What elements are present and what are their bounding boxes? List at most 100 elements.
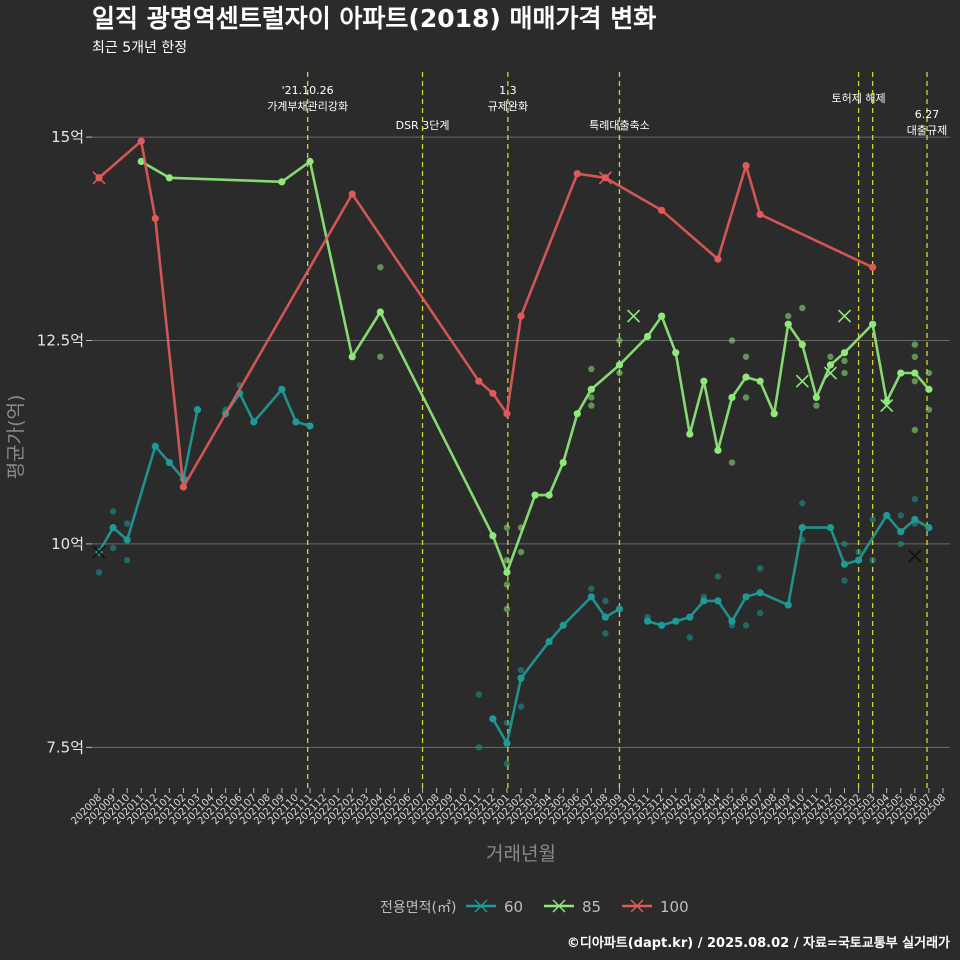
cancelled-marker-85: [837, 309, 852, 323]
cancelled-marker-85: [795, 374, 809, 388]
data-point-60: [855, 548, 862, 556]
mean-point-85: [615, 361, 624, 369]
data-point-85: [517, 548, 525, 556]
data-point-85: [503, 581, 511, 588]
series-line-85: [140, 160, 930, 574]
mean-point-60: [250, 418, 258, 426]
mean-point-85: [559, 458, 567, 467]
mean-point-100: [179, 483, 188, 491]
mean-point-100: [503, 410, 511, 418]
event-label: '21.10.26: [282, 84, 334, 97]
mean-point-60: [826, 524, 835, 532]
mean-point-100: [869, 263, 877, 271]
x-axis: 2020082020092020102020112020122021012021…: [69, 788, 948, 827]
data-point-60: [742, 622, 750, 629]
data-point-60: [841, 577, 848, 584]
mean-point-60: [686, 613, 694, 621]
event-label: 토허제 해제: [832, 91, 886, 105]
y-tick-label: 12.5억: [37, 332, 84, 350]
y-axis-title: 평균가(억): [5, 395, 27, 480]
mean-point-60: [742, 593, 750, 601]
series-line-60: [491, 595, 621, 745]
event-label: 대출규제: [907, 124, 947, 137]
cancelled-marker-85: [626, 309, 641, 323]
mean-point-85: [826, 361, 835, 369]
cancelled-marker-85: [880, 399, 894, 413]
mean-point-60: [489, 715, 497, 723]
y-tick-label: 7.5억: [46, 738, 84, 756]
data-point-60: [95, 569, 103, 576]
mean-point-85: [489, 532, 497, 540]
mean-point-100: [151, 214, 159, 223]
mean-point-60: [728, 617, 736, 625]
mean-point-85: [742, 373, 750, 381]
mean-point-60: [517, 674, 525, 682]
data-point-85: [911, 341, 919, 348]
mean-point-100: [489, 389, 497, 397]
data-point-60: [517, 703, 525, 710]
data-point-60: [503, 760, 511, 767]
mean-point-60: [784, 601, 792, 609]
data-point-60: [109, 508, 117, 515]
data-point-60: [869, 516, 876, 523]
mean-point-100: [475, 377, 483, 385]
mean-point-85: [503, 568, 511, 576]
data-point-85: [841, 357, 848, 365]
chart-subtitle: 최근 5개년 한정: [92, 40, 187, 56]
mean-point-60: [292, 418, 300, 426]
mean-point-60: [883, 511, 891, 520]
mean-point-85: [348, 353, 356, 361]
data-point-85: [588, 394, 595, 401]
legend-label-100: 100: [660, 898, 689, 916]
data-point-60: [756, 609, 764, 617]
mean-point-85: [728, 393, 736, 402]
mean-point-85: [672, 349, 680, 357]
data-point-60: [517, 666, 525, 674]
mean-point-85: [643, 332, 652, 341]
mean-point-85: [587, 385, 595, 393]
mean-point-85: [658, 312, 666, 320]
data-point-85: [588, 402, 595, 409]
legend-marker-85: [552, 899, 566, 913]
mean-point-100: [756, 210, 764, 218]
mean-point-85: [137, 157, 145, 166]
series-line-60: [647, 514, 930, 627]
data-point-85: [925, 369, 933, 377]
mean-point-60: [109, 524, 117, 532]
data-point-60: [503, 719, 511, 727]
data-point-85: [728, 337, 736, 344]
data-point-85: [503, 524, 511, 531]
mean-point-60: [545, 637, 553, 646]
data-point-85: [503, 556, 511, 564]
mean-point-60: [840, 560, 849, 568]
legend-marker-60: [474, 899, 488, 913]
mean-point-85: [756, 377, 764, 385]
mean-point-85: [573, 410, 581, 418]
event-label: 특례대출축소: [589, 119, 650, 132]
mean-point-60: [897, 528, 905, 536]
legend-marker-100: [630, 899, 644, 913]
data-point-85: [616, 337, 623, 344]
mean-point-85: [376, 308, 384, 316]
mean-point-85: [784, 320, 792, 328]
mean-point-60: [306, 422, 314, 430]
data-point-60: [602, 597, 609, 605]
event-label: 규제완화: [488, 100, 528, 113]
mean-point-100: [517, 312, 525, 320]
event-label: 1.3: [499, 84, 517, 97]
mean-point-100: [742, 161, 750, 170]
cancelled-marker-85: [823, 366, 838, 380]
data-point-85: [588, 365, 595, 373]
mean-point-85: [840, 349, 849, 357]
event-label: 가계부채관리강화: [267, 100, 348, 113]
data-point-60: [123, 520, 131, 527]
mean-point-100: [658, 206, 666, 214]
data-point-85: [925, 406, 933, 413]
legend-label-85: 85: [582, 898, 601, 916]
mean-point-60: [123, 536, 131, 544]
cancelled-marker-100: [598, 171, 612, 185]
mean-point-60: [151, 442, 159, 450]
data-point-85: [503, 605, 511, 613]
mean-point-85: [714, 446, 722, 454]
data-point-60: [911, 495, 919, 503]
